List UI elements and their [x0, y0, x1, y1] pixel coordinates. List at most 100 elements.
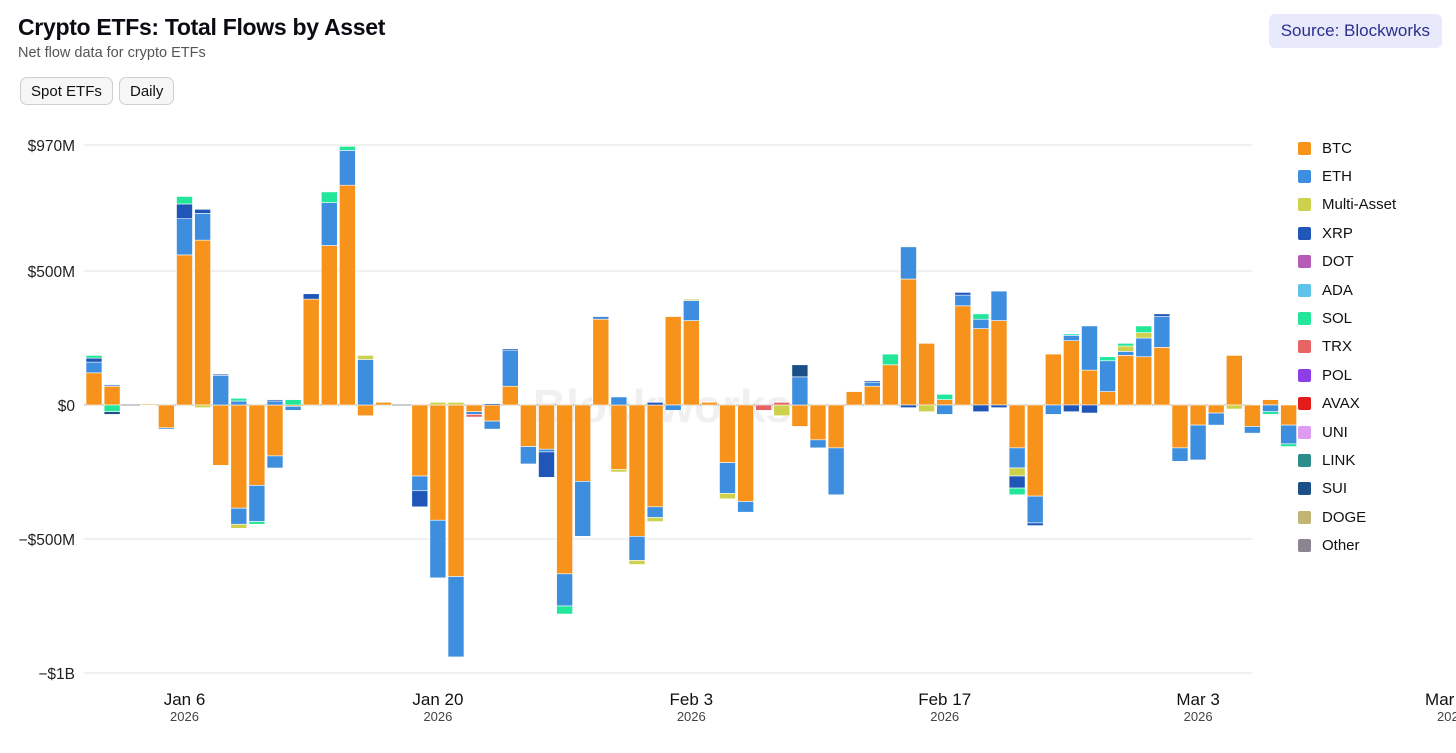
- bar-segment-trx: [465, 414, 483, 418]
- bar-segment-xrp: [212, 373, 229, 376]
- bar-segment-eth: [1117, 351, 1134, 356]
- bar-segment-btc: [140, 403, 157, 406]
- bar-segment-eth: [1244, 426, 1261, 434]
- legend-item-multi-asset[interactable]: Multi-Asset: [1298, 191, 1396, 219]
- bar-segment-btc: [918, 343, 935, 406]
- legend-label: ADA: [1322, 281, 1353, 299]
- bar-segment-sol: [1117, 343, 1134, 347]
- bar-segment-multi-asset: [646, 517, 664, 522]
- bar-segment-btc: [357, 404, 374, 417]
- bar-segment-btc: [483, 404, 501, 422]
- bar-segment-btc: [664, 316, 682, 406]
- bar-segment-multi-asset: [357, 355, 374, 360]
- bar-segment-eth: [954, 294, 972, 307]
- legend-item-avax[interactable]: AVAX: [1298, 390, 1396, 418]
- bar-segment-eth: [483, 420, 501, 430]
- bar-segment-eth: [1280, 424, 1297, 445]
- bar-segment-sui: [103, 411, 121, 415]
- interval-filter-button[interactable]: Daily: [119, 77, 175, 105]
- bar-segment-eth: [357, 359, 374, 406]
- bar-segment-eth: [664, 404, 682, 411]
- bar-segment-sol: [1135, 325, 1153, 333]
- x-tick-year: 2026: [1184, 709, 1213, 724]
- bar-segment-btc: [501, 385, 519, 406]
- legend-label: DOT: [1322, 253, 1354, 271]
- bar-segment-eth: [320, 202, 338, 246]
- x-tick-year: 2026: [1437, 709, 1456, 724]
- legend-label: POL: [1322, 366, 1353, 384]
- bar-segment-btc: [1207, 404, 1225, 414]
- bar-segment-xrp: [302, 293, 320, 300]
- bar-segment-eth: [248, 485, 266, 522]
- bar-segment-eth: [628, 536, 646, 561]
- bar-segment-eth: [1026, 495, 1044, 524]
- y-tick-label: $0: [58, 398, 76, 415]
- bar-segment-sol: [1063, 333, 1080, 336]
- bar-segment-multi-asset: [628, 560, 646, 565]
- bar-segment-sol: [936, 393, 954, 400]
- bar-segment-btc: [447, 404, 465, 577]
- bar-segment-btc: [103, 385, 121, 406]
- legend-label: SOL: [1322, 310, 1353, 328]
- legend-label: LINK: [1322, 451, 1356, 469]
- bar-segment-btc: [1026, 404, 1044, 497]
- bar-segment-eth: [1171, 447, 1189, 462]
- legend-item-sui[interactable]: SUI: [1298, 475, 1396, 503]
- bar-segment-trx: [755, 404, 773, 411]
- legend-item-other[interactable]: Other: [1298, 531, 1396, 559]
- x-tick-label: Mar 3: [1176, 690, 1219, 709]
- bar-segment-btc: [682, 320, 700, 406]
- legend-item-eth[interactable]: ETH: [1298, 162, 1396, 190]
- bar-segment-btc: [954, 305, 972, 406]
- bar-segment-multi-asset: [610, 469, 628, 473]
- bar-segment-sol: [972, 313, 990, 320]
- legend-label: ETH: [1322, 168, 1352, 186]
- etf-type-filter-button[interactable]: Spot ETFs: [20, 77, 113, 105]
- bar-segment-eth: [266, 400, 284, 406]
- legend-swatch: [1298, 141, 1311, 155]
- legend-item-uni[interactable]: UNI: [1298, 418, 1396, 446]
- bar-segment-eth: [1189, 424, 1207, 461]
- bar-segment-btc: [339, 184, 356, 406]
- legend-item-xrp[interactable]: XRP: [1298, 219, 1396, 247]
- bar-segment-multi-asset: [1226, 404, 1243, 410]
- bar-segment-sol: [339, 146, 356, 151]
- y-tick-label: $970M: [28, 138, 75, 155]
- legend-swatch: [1298, 510, 1311, 524]
- legend-item-doge[interactable]: DOGE: [1298, 503, 1396, 531]
- bar-segment-btc: [230, 404, 248, 509]
- bar-segment-btc: [610, 404, 628, 470]
- bar-segment-btc: [882, 364, 899, 406]
- bar-segment-xrp: [863, 380, 881, 383]
- legend-swatch: [1298, 368, 1311, 382]
- bar-segment-btc: [1189, 404, 1207, 426]
- bar-segment-btc: [737, 404, 754, 502]
- bar-segment-multi-asset: [719, 493, 736, 500]
- bar-segment-btc: [85, 372, 103, 406]
- bar-segment-xrp: [1063, 404, 1080, 412]
- bar-segment-btc: [429, 404, 447, 521]
- legend-item-sol[interactable]: SOL: [1298, 304, 1396, 332]
- bar-segment-sol: [882, 353, 899, 366]
- legend-item-trx[interactable]: TRX: [1298, 333, 1396, 361]
- x-tick-label: Jan 6: [164, 690, 206, 709]
- bar-segment-eth: [520, 446, 537, 465]
- bar-segment-eth: [1008, 447, 1026, 469]
- legend-item-ada[interactable]: ADA: [1298, 276, 1396, 304]
- bar-segment-eth: [1153, 316, 1171, 348]
- bar-segment-multi-asset: [1135, 332, 1153, 339]
- bar-segment-eth: [791, 376, 809, 406]
- legend-item-dot[interactable]: DOT: [1298, 248, 1396, 276]
- legend-item-pol[interactable]: POL: [1298, 361, 1396, 389]
- legend-item-btc[interactable]: BTC: [1298, 134, 1396, 162]
- bar-segment-btc: [827, 404, 845, 449]
- legend-swatch: [1298, 453, 1311, 467]
- chart-subtitle: Net flow data for crypto ETFs: [18, 45, 206, 61]
- x-tick-year: 2026: [677, 709, 706, 724]
- bar-segment-eth: [447, 576, 465, 658]
- bar-segment-btc: [411, 404, 429, 477]
- bar-segment-btc: [1226, 355, 1243, 406]
- x-tick-year: 2026: [423, 709, 452, 724]
- legend-item-link[interactable]: LINK: [1298, 446, 1396, 474]
- bar-segment-btc: [1262, 399, 1279, 406]
